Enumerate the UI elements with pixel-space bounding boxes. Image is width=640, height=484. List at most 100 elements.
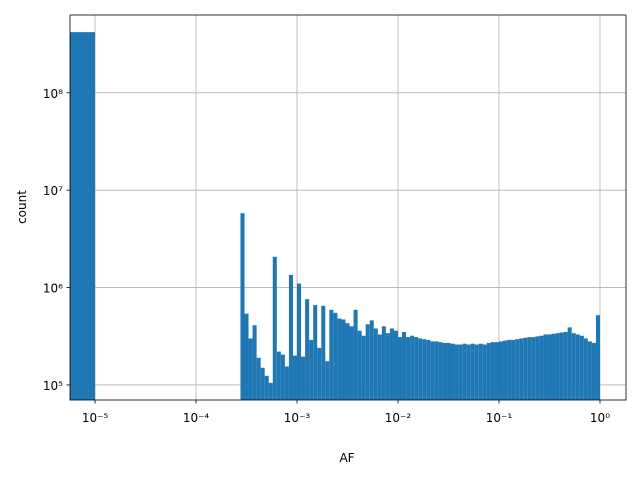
bar [482, 344, 487, 400]
bar [474, 344, 479, 400]
axes-frame [69, 14, 627, 401]
bar [434, 341, 439, 400]
bar [385, 333, 390, 400]
bar [381, 326, 386, 400]
bar [478, 343, 483, 400]
x-tick-label: 10⁻⁴ [183, 411, 210, 425]
y-tick-label: 10⁵ [43, 379, 63, 393]
bar [361, 335, 366, 400]
bar [341, 319, 346, 400]
bar [268, 382, 273, 400]
y-tick-label: 10⁶ [43, 282, 63, 296]
bar [446, 342, 451, 400]
bar [410, 335, 415, 400]
bar [450, 343, 455, 400]
y-tick-label: 10⁸ [43, 87, 63, 101]
y-axis-label: count [15, 190, 29, 224]
bar [422, 339, 427, 400]
bar [458, 344, 463, 400]
y-tick-label: 10⁷ [43, 184, 63, 198]
bar [297, 283, 302, 400]
bar [240, 213, 245, 400]
bar [329, 309, 334, 400]
bar [438, 342, 443, 400]
x-tick-label: 10⁰ [590, 411, 610, 425]
bar [373, 328, 378, 400]
bar [539, 335, 544, 400]
bar [264, 375, 269, 400]
bar [418, 338, 423, 400]
bar [313, 305, 318, 400]
bar [321, 305, 326, 400]
bar [353, 309, 358, 400]
bar [511, 339, 516, 400]
bar [543, 334, 548, 400]
bar [571, 333, 576, 400]
bar [393, 330, 399, 400]
bar [369, 320, 374, 400]
bar [406, 337, 411, 400]
plot-area [69, 14, 627, 401]
bar [349, 326, 354, 400]
x-axis-label: AF [339, 451, 354, 465]
bar [527, 337, 532, 400]
bar [498, 341, 504, 400]
bar [490, 342, 495, 400]
bar [567, 327, 572, 400]
bar [587, 341, 592, 400]
bar [579, 335, 584, 400]
x-tick-label: 10⁻³ [284, 411, 311, 425]
bar [70, 32, 96, 401]
bar [535, 336, 540, 400]
bar [284, 366, 289, 400]
bar [398, 337, 403, 400]
bar [531, 337, 536, 400]
bar [377, 334, 382, 400]
bar [515, 339, 520, 400]
bar [591, 342, 596, 400]
bar [551, 333, 556, 400]
bar [333, 312, 338, 400]
bar [272, 256, 277, 400]
bar [523, 337, 528, 400]
bar [389, 328, 394, 400]
bar [486, 342, 491, 400]
bar [454, 344, 459, 400]
bar [280, 354, 285, 400]
bar [288, 274, 293, 400]
bar [365, 324, 370, 400]
bar [466, 344, 471, 400]
bar [563, 331, 568, 400]
x-tick-label: 10⁻¹ [486, 411, 513, 425]
x-tick-label: 10⁻² [385, 411, 412, 425]
bar [414, 337, 419, 400]
x-tick-label: 10⁻⁵ [82, 411, 109, 425]
bar [575, 334, 580, 400]
bar [252, 325, 257, 400]
bar [317, 347, 322, 400]
bar [507, 339, 512, 400]
bar [357, 330, 362, 400]
bar [595, 315, 600, 400]
bar [462, 343, 467, 400]
bar [292, 355, 298, 400]
bar [309, 339, 314, 400]
bar [559, 332, 564, 400]
bar [325, 361, 330, 400]
bar [470, 343, 475, 400]
bar [583, 338, 588, 400]
bar [260, 367, 265, 400]
bar [494, 342, 499, 400]
bar [426, 339, 431, 400]
bar [248, 338, 253, 400]
bar [256, 357, 261, 400]
bar [555, 333, 560, 400]
bar [430, 341, 435, 400]
bar [345, 323, 350, 400]
bar [305, 299, 310, 400]
bar [337, 318, 342, 400]
bar [519, 338, 524, 400]
bar [503, 340, 508, 400]
bar [301, 356, 306, 400]
